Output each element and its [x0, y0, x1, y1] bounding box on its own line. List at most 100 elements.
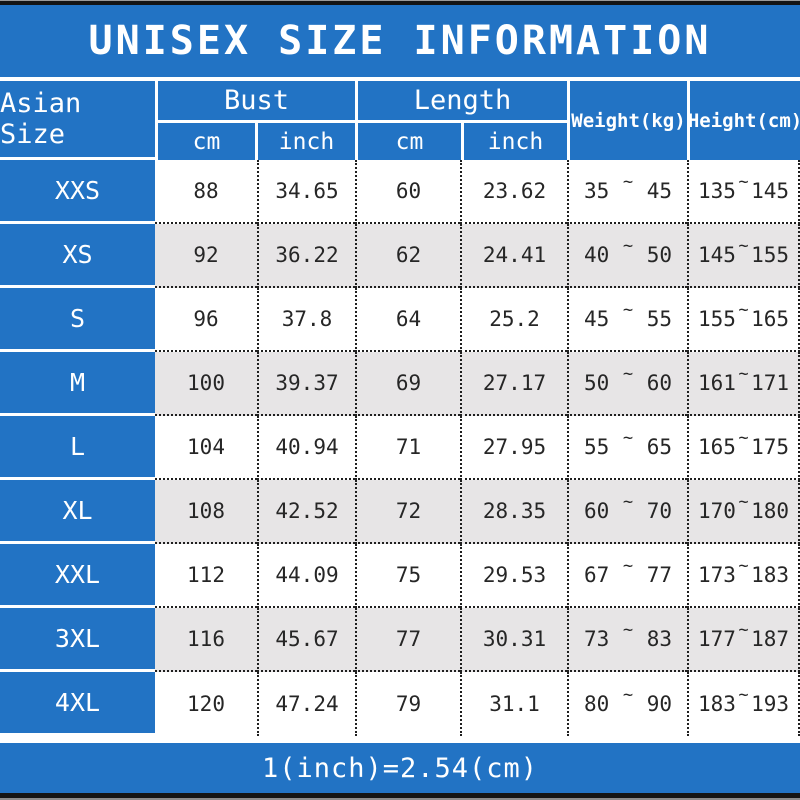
footer-divider — [0, 736, 800, 743]
tilde-separator: ~ — [738, 620, 749, 640]
weight-max: 77 — [646, 563, 672, 587]
weight-min: 45 — [584, 307, 610, 331]
bust-cm-cell: 100 — [155, 352, 257, 416]
length-cm-cell: 69 — [355, 352, 460, 416]
height-range-cell: 170 ~ 180 — [687, 480, 800, 544]
length-cm-cell: 64 — [355, 288, 460, 352]
table-row: 4XL 120 47.24 79 31.1 80 ~ 90 183 ~ 193 — [0, 672, 800, 736]
weight-min: 50 — [584, 371, 610, 395]
length-inch-value: 30.31 — [482, 627, 547, 651]
weight-max: 83 — [646, 627, 672, 651]
weight-range-cell: 50 ~ 60 — [567, 352, 687, 416]
size-label: 3XL — [54, 624, 101, 653]
length-inch-value: 27.17 — [482, 371, 547, 395]
bust-cm-value: 96 — [193, 307, 219, 331]
bust-inch-cell: 45.67 — [257, 608, 355, 672]
height-min: 165 — [698, 435, 736, 459]
length-cm-cell: 75 — [355, 544, 460, 608]
size-label: XS — [62, 240, 93, 269]
size-label-cell: S — [0, 288, 155, 352]
bust-inch-cell: 37.8 — [257, 288, 355, 352]
height-range-cell: 161 ~ 171 — [687, 352, 800, 416]
weight-range-cell: 40 ~ 50 — [567, 224, 687, 288]
height-max: 145 — [751, 179, 789, 203]
size-label-cell: XL — [0, 480, 155, 544]
weight-range-cell: 55 ~ 65 — [567, 416, 687, 480]
table-header: Asian Size Bust cm inch Length cm — [0, 81, 800, 160]
height-max: 165 — [751, 307, 789, 331]
length-cm-value: 71 — [395, 435, 422, 459]
bust-inch-cell: 36.22 — [257, 224, 355, 288]
length-inch-value: 24.41 — [482, 243, 547, 267]
size-label-cell: XXS — [0, 160, 155, 224]
height-range-cell: 183 ~ 193 — [687, 672, 800, 736]
bust-inch-cell: 34.65 — [257, 160, 355, 224]
weight-range-cell: 60 ~ 70 — [567, 480, 687, 544]
weight-max: 45 — [646, 179, 672, 203]
bust-cm-cell: 88 — [155, 160, 257, 224]
table-row: 3XL 116 45.67 77 30.31 73 ~ 83 177 ~ 187 — [0, 608, 800, 672]
title-divider — [0, 77, 800, 81]
size-label-cell: XS — [0, 224, 155, 288]
tilde-separator: ~ — [622, 428, 634, 448]
height-min: 177 — [698, 627, 736, 651]
height-range-cell: 145 ~ 155 — [687, 224, 800, 288]
size-label-cell: L — [0, 416, 155, 480]
bust-inch-value: 42.52 — [275, 499, 339, 523]
weight-min: 55 — [584, 435, 610, 459]
weight-max: 90 — [646, 692, 672, 716]
bust-cm-value: 108 — [187, 499, 225, 523]
header-bust-cm: cm — [158, 123, 255, 160]
header-bust-label: Bust — [158, 81, 355, 121]
bust-cm-value: 100 — [187, 371, 225, 395]
length-inch-text: inch — [487, 128, 544, 155]
bust-cm-value: 116 — [187, 627, 225, 651]
bust-cm-value: 120 — [187, 692, 225, 716]
length-inch-value: 29.53 — [482, 563, 547, 587]
weight-max: 65 — [646, 435, 672, 459]
length-inch-cell: 23.62 — [460, 160, 567, 224]
size-label-cell: 3XL — [0, 608, 155, 672]
weight-min: 80 — [584, 692, 610, 716]
length-cm-value: 75 — [395, 563, 422, 587]
size-label: XXL — [54, 560, 101, 589]
height-min: 170 — [698, 499, 736, 523]
tilde-separator: ~ — [622, 172, 634, 192]
weight-max: 70 — [646, 499, 672, 523]
bust-inch-value: 45.67 — [275, 627, 339, 651]
height-max: 175 — [751, 435, 789, 459]
height-max: 187 — [751, 627, 789, 651]
tilde-separator: ~ — [738, 492, 749, 512]
bust-inch-text: inch — [278, 128, 335, 155]
bust-inch-cell: 47.24 — [257, 672, 355, 736]
bust-cm-cell: 92 — [155, 224, 257, 288]
tilde-separator: ~ — [622, 685, 634, 705]
length-cm-cell: 77 — [355, 608, 460, 672]
tilde-separator: ~ — [738, 428, 749, 448]
length-inch-value: 31.1 — [489, 692, 540, 716]
length-cm-text: cm — [395, 128, 424, 155]
height-min: 145 — [698, 243, 736, 267]
header-length-label: Length — [358, 81, 567, 121]
conversion-note: 1(inch)=2.54(cm) — [261, 752, 539, 784]
bust-inch-value: 37.8 — [281, 307, 333, 331]
length-cm-cell: 60 — [355, 160, 460, 224]
height-min: 161 — [698, 371, 736, 395]
header-length-subcolumns: cm inch — [358, 123, 567, 160]
weight-range-cell: 73 ~ 83 — [567, 608, 687, 672]
weight-min: 67 — [584, 563, 610, 587]
length-cm-value: 72 — [395, 499, 422, 523]
length-inch-value: 23.62 — [482, 179, 547, 203]
header-length-inch: inch — [464, 123, 567, 160]
bust-inch-value: 40.94 — [275, 435, 339, 459]
bust-cm-value: 112 — [187, 563, 225, 587]
table-row: XXS 88 34.65 60 23.62 35 ~ 45 135 ~ 145 — [0, 160, 800, 224]
height-min: 173 — [698, 563, 736, 587]
size-label: S — [69, 304, 86, 333]
height-range-cell: 173 ~ 183 — [687, 544, 800, 608]
bust-inch-value: 36.22 — [275, 243, 339, 267]
height-range-cell: 135 ~ 145 — [687, 160, 800, 224]
table-row: S 96 37.8 64 25.2 45 ~ 55 155 ~ 165 — [0, 288, 800, 352]
height-max: 180 — [751, 499, 789, 523]
bust-cm-value: 104 — [187, 435, 225, 459]
